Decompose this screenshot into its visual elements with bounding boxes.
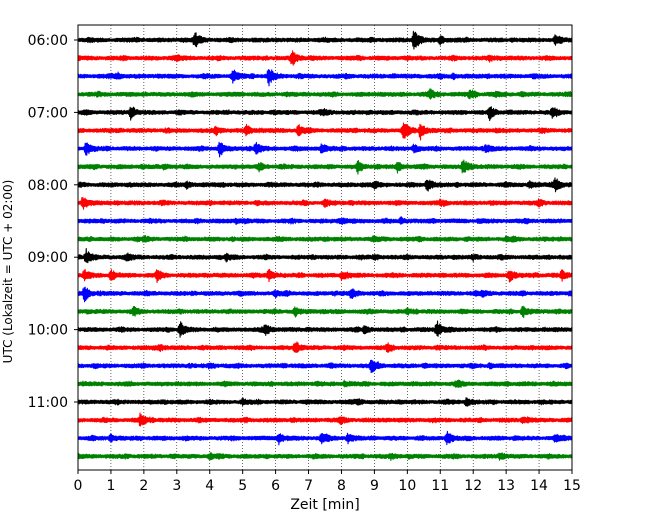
x-tick-label: 9 (370, 478, 379, 494)
x-tick-label: 7 (304, 478, 313, 494)
x-tick-label: 0 (74, 478, 83, 494)
trace-line (77, 452, 573, 461)
trace-row-0645 (77, 88, 573, 100)
x-tick-label: 5 (238, 478, 247, 494)
trace-line (77, 397, 573, 407)
trace-line (77, 286, 573, 303)
trace-line (77, 235, 573, 243)
x-tick-label: 2 (139, 478, 148, 494)
trace-line (77, 141, 573, 158)
trace-line (77, 430, 573, 446)
trace-rows (77, 30, 573, 461)
y-tick-label: 06:00 (28, 33, 68, 49)
y-axis-label: UTC (Lokalzeit = UTC + 02:00) (1, 180, 15, 364)
trace-line (77, 50, 573, 66)
trace-row-1000 (77, 320, 573, 338)
x-tick-label: 4 (205, 478, 214, 494)
trace-line (77, 30, 573, 50)
trace-line (77, 159, 573, 175)
trace-row-0730 (77, 141, 573, 158)
y-axis-ticks: 06:00 07:00 08:00 09:00 10:00 11:00 (28, 33, 78, 411)
trace-line (77, 106, 573, 122)
trace-line (77, 88, 573, 100)
trace-line (77, 197, 573, 210)
trace-line (77, 177, 573, 193)
trace-line (77, 268, 573, 284)
trace-line (77, 412, 573, 427)
x-axis-label: Zeit [min] (290, 497, 359, 513)
trace-row-0630 (77, 69, 573, 87)
trace-row-1030 (77, 359, 573, 374)
trace-row-0830 (77, 216, 573, 226)
trace-line (77, 122, 573, 141)
trace-row-0600 (77, 30, 573, 50)
trace-row-0700 (77, 106, 573, 122)
trace-line (77, 379, 573, 389)
trace-row-1115 (77, 412, 573, 427)
x-tick-label: 3 (172, 478, 181, 494)
trace-row-0900 (77, 248, 573, 264)
trace-line (77, 341, 573, 353)
trace-line (77, 248, 573, 264)
x-tick-label: 13 (497, 478, 515, 494)
y-tick-label: 07:00 (28, 105, 68, 121)
x-tick-label: 14 (530, 478, 548, 494)
trace-line (77, 216, 573, 226)
trace-row-1130 (77, 430, 573, 446)
trace-row-0930 (77, 286, 573, 303)
x-tick-label: 8 (337, 478, 346, 494)
grid-lines (110, 25, 540, 470)
trace-row-0945 (77, 305, 573, 319)
trace-row-1015 (77, 341, 573, 353)
x-tick-label: 10 (398, 478, 416, 494)
y-tick-label: 10:00 (28, 323, 68, 339)
trace-row-0800 (77, 177, 573, 193)
trace-line (77, 320, 573, 338)
trace-line (77, 305, 573, 319)
x-tick-label: 15 (563, 478, 581, 494)
y-tick-label: 09:00 (28, 250, 68, 266)
y-tick-label: 08:00 (28, 178, 68, 194)
y-tick-label: 11:00 (28, 395, 68, 411)
trace-line (77, 69, 573, 87)
plot-frame (77, 24, 573, 471)
trace-row-1100 (77, 397, 573, 407)
trace-row-0845 (77, 235, 573, 243)
trace-row-0715 (77, 122, 573, 141)
trace-row-0915 (77, 268, 573, 284)
trace-row-0815 (77, 197, 573, 210)
trace-row-0745 (77, 159, 573, 175)
x-tick-label: 6 (271, 478, 280, 494)
x-tick-label: 1 (106, 478, 115, 494)
trace-row-1045 (77, 379, 573, 389)
x-tick-label: 12 (464, 478, 482, 494)
x-axis-ticks: 0 1 2 3 4 5 6 7 8 9 10 11 12 13 14 15 (74, 470, 581, 494)
trace-line (77, 359, 573, 374)
trace-row-0615 (77, 50, 573, 66)
trace-row-1145 (77, 452, 573, 461)
x-tick-label: 11 (431, 478, 449, 494)
